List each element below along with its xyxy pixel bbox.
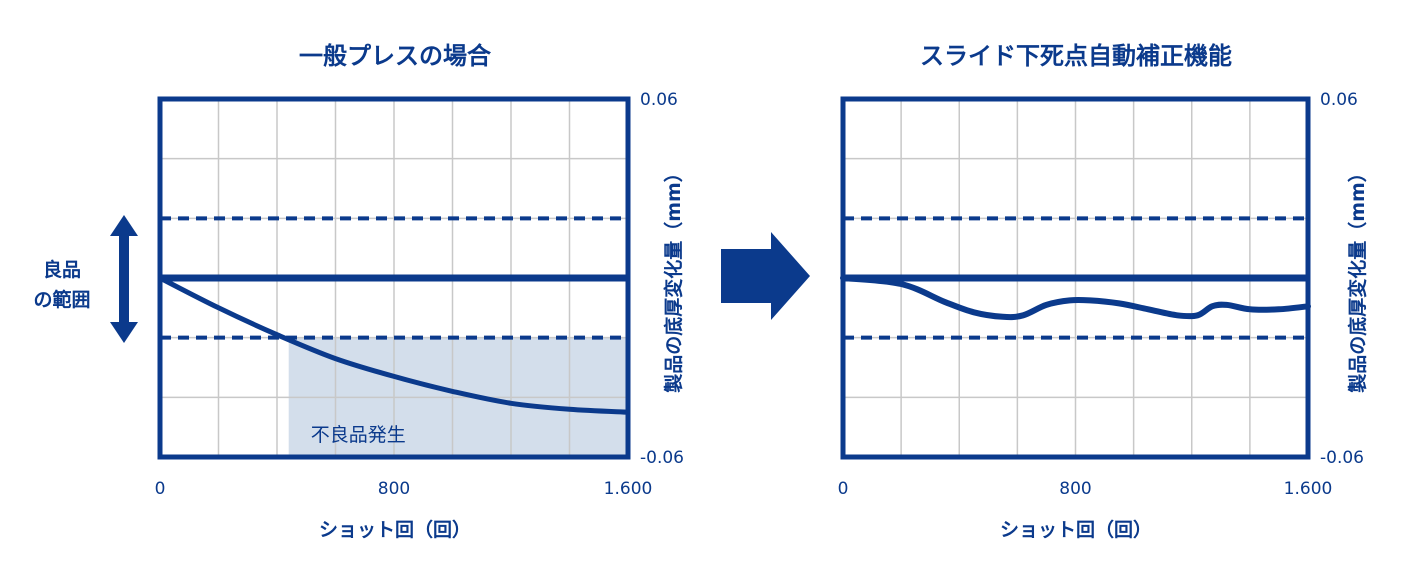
y-tick-labels: 0.06 -0.06 [640, 90, 684, 468]
chart-title: 一般プレスの場合 [299, 42, 492, 70]
acceptable-range-indicator: 良品 の範囲 [33, 215, 138, 343]
y-tick-label: 0.06 [640, 90, 678, 110]
tolerance-lines [160, 216, 628, 340]
x-axis-label: ショット回（回） [1000, 518, 1152, 541]
y-axis-label: 製品の底厚変化量（mm） [1346, 163, 1369, 394]
x-tick-label: 1.600 [604, 479, 653, 499]
x-axis-label: ショット回（回） [319, 518, 471, 541]
y-tick-label: -0.06 [640, 448, 684, 468]
range-label-line2: の範囲 [33, 288, 90, 311]
x-tick-label: 800 [378, 479, 410, 499]
chart-auto-correction: スライド下死点自動補正機能 0 800 1.600 0.06 -0.06 ショット回（… [838, 42, 1369, 541]
x-tick-labels: 0 800 1.600 [838, 479, 1333, 499]
x-tick-label: 1.600 [1284, 479, 1333, 499]
x-tick-label: 0 [155, 479, 166, 499]
tolerance-lines [843, 216, 1308, 340]
series-line [157, 275, 631, 415]
x-tick-labels: 0 800 1.600 [155, 479, 653, 499]
x-tick-label: 0 [838, 479, 849, 499]
chart-general-press: 一般プレスの場合 不良品発生 0 800 1.600 0.06 -0.06 ショット回… [155, 42, 685, 541]
range-label-line1: 良品 [43, 258, 81, 281]
x-tick-label: 800 [1059, 479, 1091, 499]
series-line [840, 275, 1311, 321]
plot-frame [157, 96, 631, 460]
y-tick-labels: 0.06 -0.06 [1320, 90, 1364, 468]
chart-title: スライド下死点自動補正機能 [920, 42, 1232, 70]
right-arrow-icon [721, 232, 810, 320]
double-arrow-icon [110, 215, 138, 343]
plot-frame [840, 96, 1311, 460]
y-axis-label: 製品の底厚変化量（mm） [662, 163, 685, 394]
y-tick-label: -0.06 [1320, 448, 1364, 468]
y-tick-label: 0.06 [1320, 90, 1358, 110]
defect-label: 不良品発生 [311, 424, 406, 446]
